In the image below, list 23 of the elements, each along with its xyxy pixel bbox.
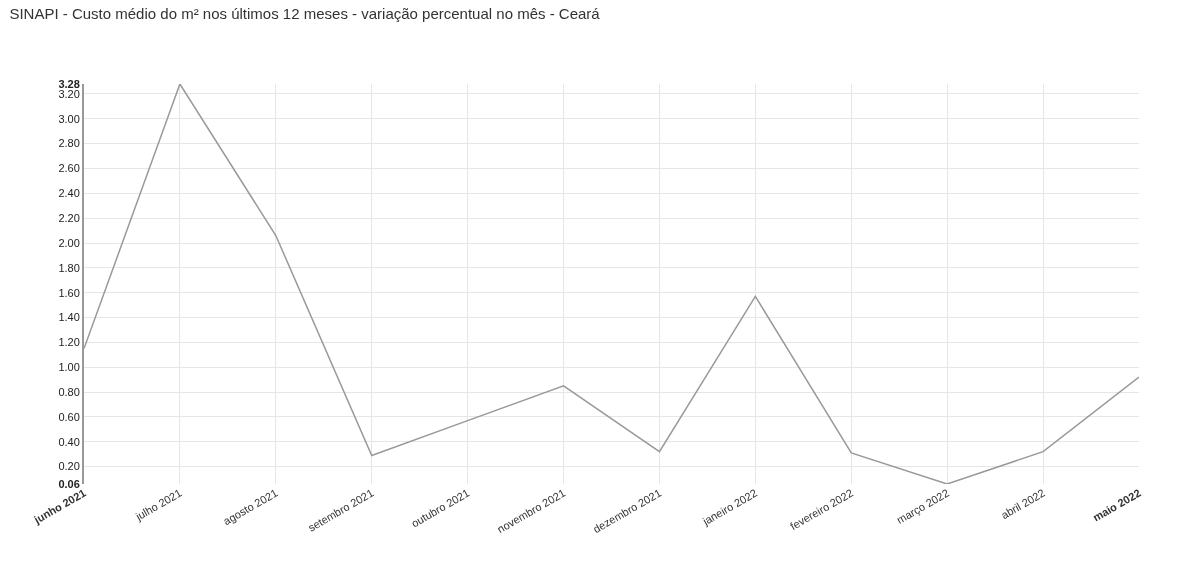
y-tick-label: 1.00: [58, 361, 80, 374]
y-tick-label: 2.40: [58, 187, 80, 200]
y-tick-label: 2.60: [58, 162, 80, 175]
y-tick-label: 0.20: [58, 460, 80, 473]
x-tick-label: maio 2022: [1090, 486, 1143, 524]
y-tick-label: 2.00: [58, 236, 80, 249]
y-tick-label: 3.00: [58, 112, 80, 125]
y-tick-label: 1.20: [58, 336, 80, 349]
y-tick-label: 1.80: [58, 261, 80, 274]
y-tick-label: 1.60: [58, 286, 80, 299]
y-tick-label: 0.06: [58, 477, 80, 490]
y-tick-label: 0.60: [58, 410, 80, 423]
y-tick-label: 2.80: [58, 137, 80, 150]
chart-title: SINAPI - Custo médio do m² nos últimos 12 meses - variação percentual no mês - Ceará: [9, 4, 601, 22]
y-tick-label: 1.40: [58, 311, 80, 324]
x-tick-label: julho 2021: [132, 486, 184, 523]
line-series: [84, 84, 1139, 484]
y-tick-label: 2.20: [58, 212, 80, 225]
y-tick-label: 3.20: [58, 87, 80, 100]
x-tick-label: abril 2022: [998, 486, 1047, 522]
y-tick-label: 0.40: [58, 435, 80, 448]
y-tick-label: 0.80: [58, 385, 80, 398]
y-tick-label: 3.28: [58, 77, 80, 90]
